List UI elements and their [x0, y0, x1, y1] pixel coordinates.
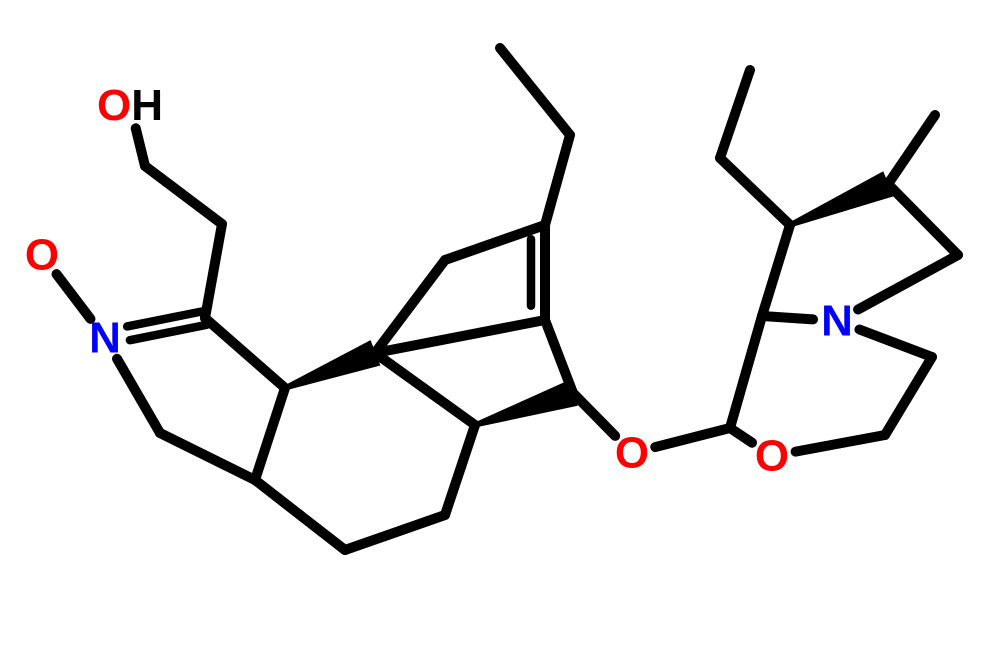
molecule-diagram: ONOHOON	[0, 0, 993, 652]
svg-text:O: O	[25, 231, 59, 280]
svg-text:OH: OH	[97, 81, 163, 130]
svg-text:O: O	[755, 432, 789, 481]
svg-text:O: O	[615, 429, 649, 478]
svg-text:N: N	[89, 314, 121, 363]
molecule-svg: ONOHOON	[0, 0, 993, 652]
svg-text:N: N	[821, 297, 853, 346]
